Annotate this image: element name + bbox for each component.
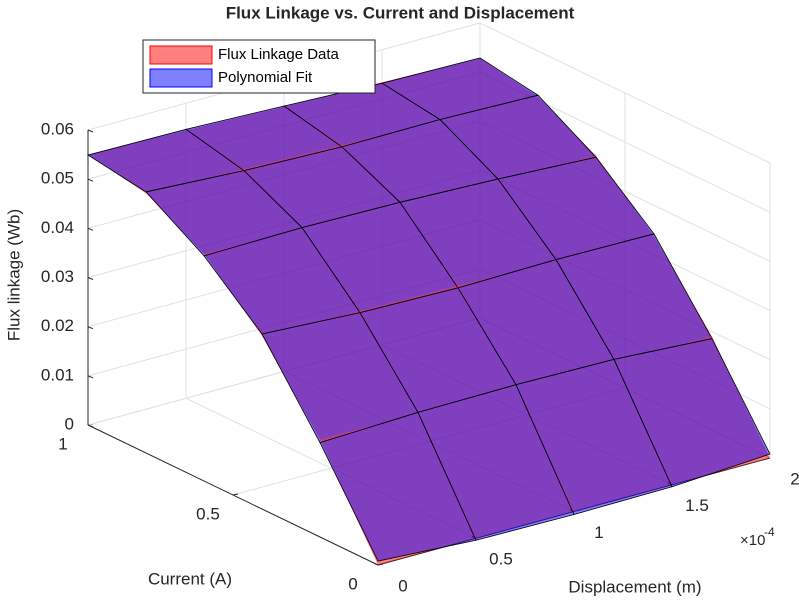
legend: Flux Linkage Data Polynomial Fit — [142, 39, 376, 94]
tick-mark — [87, 277, 94, 280]
z-tick-label: 0.01 — [41, 365, 74, 384]
tick-mark — [87, 326, 94, 330]
x-axis-label: Displacement (m) — [568, 577, 701, 596]
tick-mark — [87, 129, 94, 133]
z-tick-label: 0.05 — [41, 169, 74, 188]
legend-swatch — [149, 45, 213, 65]
y-tick-label: 0 — [348, 574, 357, 593]
y-axis-line — [87, 424, 379, 566]
z-tick-label: 0.03 — [41, 267, 74, 286]
legend-label: Polynomial Fit — [218, 69, 313, 86]
x-tick-label: 0 — [398, 576, 407, 595]
tick-mark — [232, 493, 239, 496]
y-axis-label: Current (A) — [148, 569, 232, 588]
x-multiplier: ×10 — [740, 532, 765, 549]
tick-mark — [87, 178, 94, 182]
tick-mark — [87, 375, 94, 379]
x-multiplier-exponent: -4 — [764, 525, 775, 539]
x-tick-label: 1.5 — [685, 496, 709, 515]
surface-cell — [319, 411, 477, 562]
x-tick-label: 0.5 — [489, 550, 513, 569]
chart-title: Flux Linkage vs. Current and Displacemen… — [226, 3, 575, 22]
legend-swatch — [149, 68, 213, 88]
y-tick-label: 1 — [58, 434, 67, 453]
y-tick-label: 0.5 — [196, 504, 220, 523]
z-tick-label: 0 — [65, 414, 74, 433]
x-tick-label: 2 — [790, 469, 799, 488]
tick-mark — [87, 227, 94, 231]
legend-label: Flux Linkage Data — [218, 46, 340, 63]
z-tick-label: 0.02 — [41, 316, 74, 335]
z-tick-label: 0.04 — [41, 218, 74, 237]
z-axis-label: Flux linkage (Wb) — [4, 209, 23, 341]
z-tick-label: 0.06 — [41, 119, 74, 138]
grid-line — [479, 22, 771, 164]
x-tick-label: 1 — [594, 523, 603, 542]
